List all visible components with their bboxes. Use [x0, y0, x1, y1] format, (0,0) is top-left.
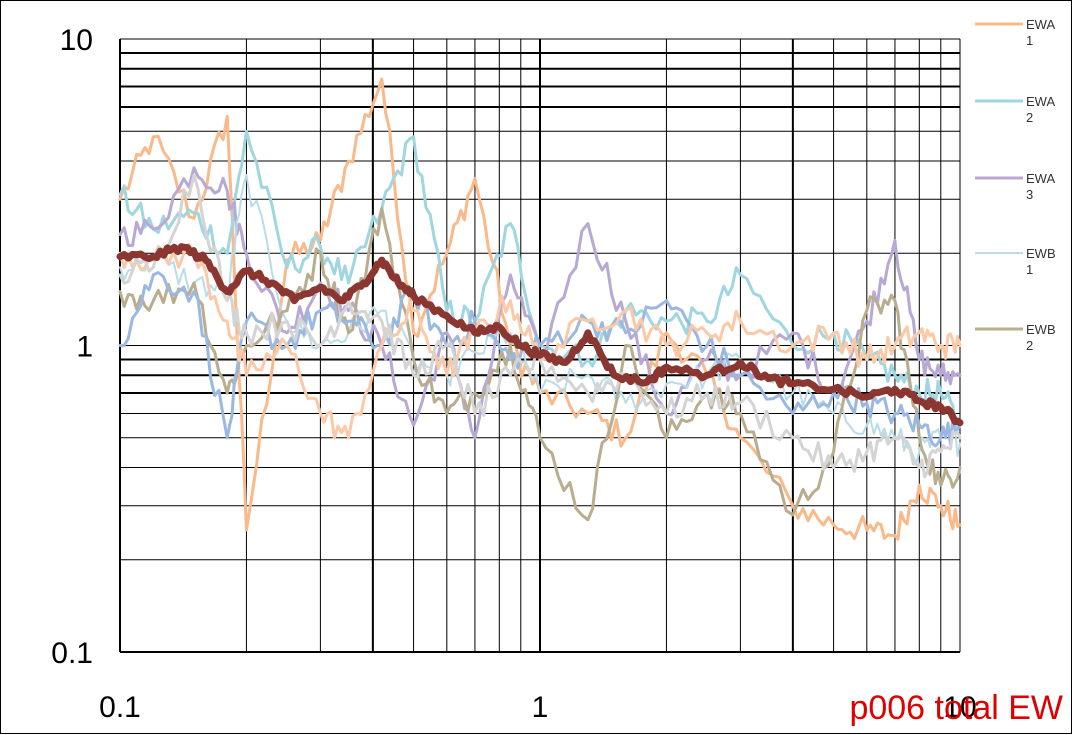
- legend-label: EWB: [1026, 322, 1056, 337]
- y-tick-label: 1: [76, 331, 93, 364]
- series-line-ewb-2: [118, 206, 962, 522]
- legend-label: 3: [1026, 187, 1033, 202]
- x-tick-label: 1: [532, 691, 549, 724]
- series-lines: [116, 77, 964, 541]
- legend-label: EWA: [1026, 94, 1055, 109]
- axis-ticks: 0.1 1 10 0.1 1 10: [51, 24, 976, 724]
- legend-label: 2: [1026, 110, 1033, 125]
- legend-label: EWA: [1026, 171, 1055, 186]
- series-line-7: [118, 242, 962, 440]
- series-line-8: [118, 173, 962, 479]
- legend-label: 1: [1026, 262, 1033, 277]
- legend-label: EWA: [1026, 17, 1055, 32]
- x-tick-label: 10: [943, 691, 976, 724]
- y-tick-label: 0.1: [51, 637, 93, 670]
- x-tick-label: 0.1: [99, 691, 141, 724]
- legend-label: 1: [1026, 33, 1033, 48]
- series-line-9: [116, 243, 964, 427]
- series-line-ewa-2: [118, 129, 962, 431]
- legend-label: EWB: [1026, 246, 1056, 261]
- legend-label: 2: [1026, 338, 1033, 353]
- y-tick-label: 10: [60, 24, 93, 57]
- chart-title: p006 total EW: [849, 689, 1063, 727]
- series-line-ewb-1: [119, 174, 961, 465]
